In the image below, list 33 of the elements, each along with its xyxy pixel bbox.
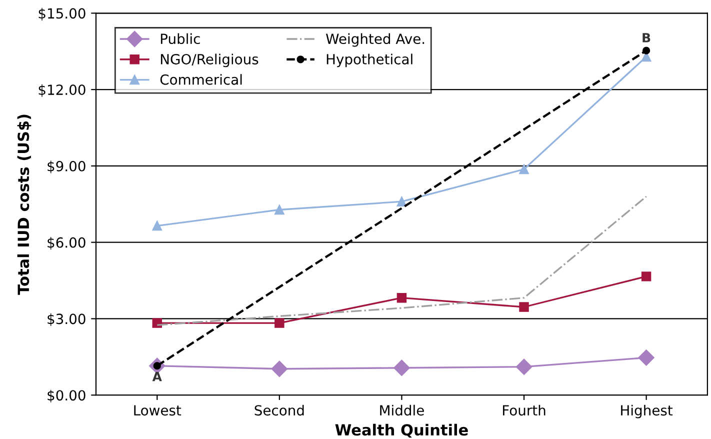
point [271,360,288,377]
y-tick-label: $9.00 [48,160,86,174]
x-tick-label: Middle [380,404,424,416]
point [152,220,162,231]
point [394,360,410,376]
y-tick-label: $15.00 [38,8,86,20]
point [274,204,284,215]
point [274,318,284,328]
y-tick-label: $6.00 [48,237,86,250]
legend-label: Commerical [160,74,242,85]
legend-label: NGO/Religious [160,54,258,68]
y-tick-label: $0.00 [48,390,86,402]
y-axis-title: Total IUD costs (US$) [17,114,32,295]
legend-label: Public [160,33,200,44]
x-tick-label: Second [254,404,304,416]
x-tick-label: Lowest [134,405,182,416]
point [396,196,407,206]
annotation: A [152,372,162,382]
annotation: B [642,33,650,42]
point [396,292,407,303]
point [519,164,529,174]
point [519,302,529,312]
point [642,46,650,54]
x-axis-title: Wealth Quintile [335,424,468,438]
x-tick-label: Fourth [503,404,546,416]
y-tick-label: $3.00 [48,313,86,326]
x-tick-label: Highest [621,404,673,418]
legend-label: Hypothetical [326,54,412,68]
point [641,272,652,282]
legend-label: Weighted Ave. [326,33,424,47]
y-tick-label: $12.00 [38,84,86,97]
point [516,358,532,375]
point [638,350,654,366]
